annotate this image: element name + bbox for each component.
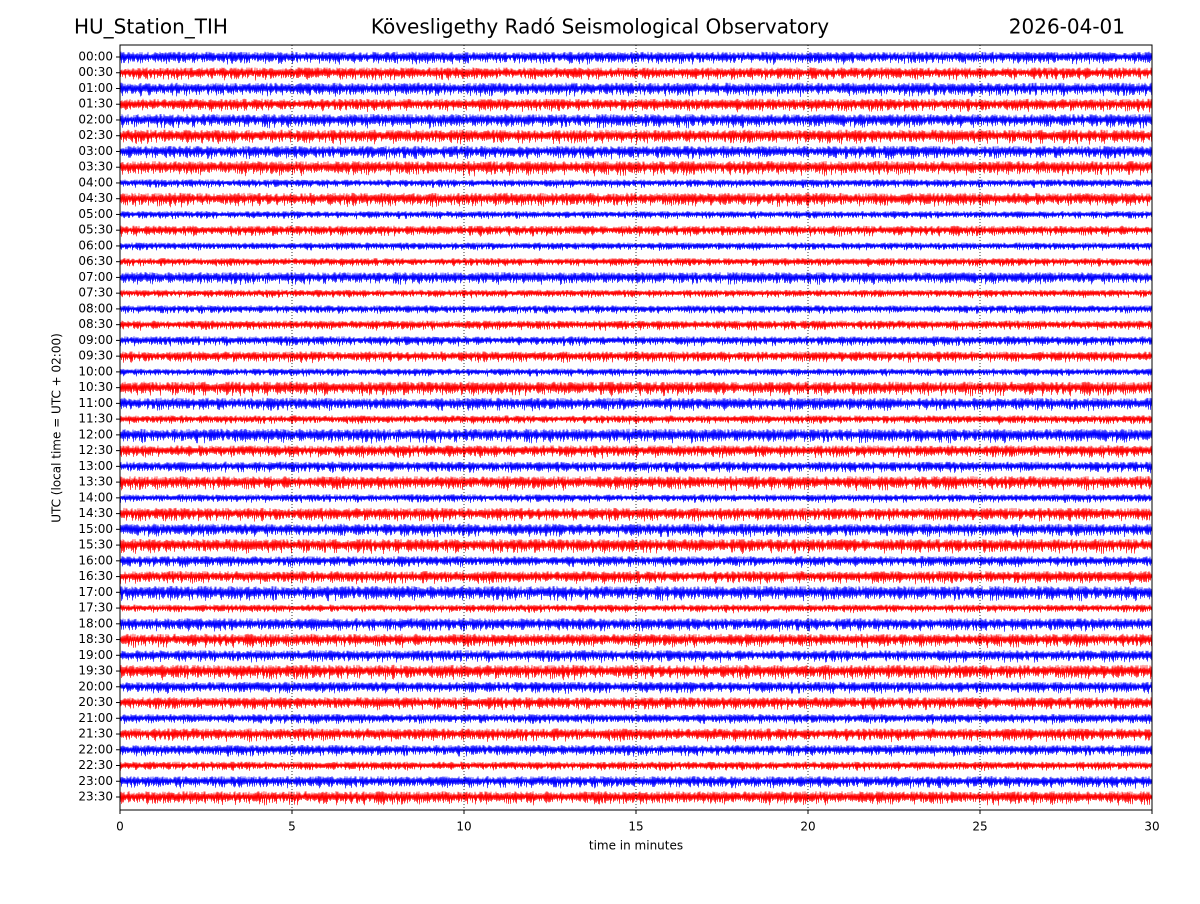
y-tick-label: 20:00 <box>78 679 113 693</box>
y-tick-label: 09:00 <box>78 333 113 347</box>
x-tick-label: 15 <box>628 820 643 834</box>
y-tick-label: 21:00 <box>78 711 113 725</box>
y-tick-label: 19:30 <box>78 664 113 678</box>
y-tick-label: 18:00 <box>78 616 113 630</box>
trace <box>120 697 1152 711</box>
y-tick-label: 02:30 <box>78 128 113 142</box>
y-tick-label: 20:30 <box>78 695 113 709</box>
y-tick-label: 00:30 <box>78 65 113 79</box>
trace <box>120 67 1152 81</box>
x-tick-label: 30 <box>1144 820 1159 834</box>
x-tick-label: 5 <box>288 820 296 834</box>
y-tick-label: 21:30 <box>78 727 113 741</box>
y-tick-label: 12:00 <box>78 427 113 441</box>
y-tick-label: 23:00 <box>78 774 113 788</box>
y-tick-label: 04:00 <box>78 175 113 189</box>
y-tick-label: 02:00 <box>78 112 113 126</box>
trace <box>120 320 1152 331</box>
y-tick-label: 03:00 <box>78 144 113 158</box>
y-axis-label: UTC (local time = UTC + 02:00) <box>50 333 64 523</box>
trace <box>120 145 1152 160</box>
y-tick-label: 08:30 <box>78 317 113 331</box>
y-tick-label: 17:00 <box>78 585 113 599</box>
y-tick-label: 10:30 <box>78 380 113 394</box>
y-tick-label: 05:30 <box>78 223 113 237</box>
y-tick-label: 03:30 <box>78 160 113 174</box>
y-tick-label: 06:00 <box>78 238 113 252</box>
trace <box>120 211 1152 220</box>
y-tick-label: 16:00 <box>78 553 113 567</box>
y-tick-label: 22:00 <box>78 742 113 756</box>
x-tick-label: 10 <box>456 820 471 834</box>
y-tick-label: 09:30 <box>78 349 113 363</box>
trace <box>120 664 1152 681</box>
y-tick-label: 17:30 <box>78 601 113 615</box>
chart-title: Kövesligethy Radó Seismological Observat… <box>371 15 829 39</box>
station-label: HU_Station_TIH <box>74 15 228 39</box>
trace <box>120 445 1152 459</box>
y-tick-label: 14:00 <box>78 490 113 504</box>
x-axis-label: time in minutes <box>589 839 683 853</box>
y-tick-label: 11:30 <box>78 412 113 426</box>
trace <box>120 381 1152 397</box>
trace <box>120 98 1152 113</box>
date-label: 2026-04-01 <box>1009 15 1125 39</box>
y-tick-label: 16:30 <box>78 569 113 583</box>
y-tick-label: 06:30 <box>78 254 113 268</box>
y-tick-label: 01:00 <box>78 81 113 95</box>
y-tick-label: 12:30 <box>78 443 113 457</box>
x-tick-label: 25 <box>972 820 987 834</box>
y-tick-label: 01:30 <box>78 97 113 111</box>
trace <box>120 728 1152 743</box>
y-tick-label: 15:30 <box>78 538 113 552</box>
y-tick-label: 18:30 <box>78 632 113 646</box>
y-tick-label: 22:30 <box>78 758 113 772</box>
y-tick-label: 19:00 <box>78 648 113 662</box>
y-tick-label: 15:00 <box>78 522 113 536</box>
x-tick-label: 20 <box>800 820 815 834</box>
y-tick-label: 13:00 <box>78 459 113 473</box>
y-tick-label: 07:00 <box>78 270 113 284</box>
y-tick-label: 04:30 <box>78 191 113 205</box>
y-tick-label: 13:30 <box>78 475 113 489</box>
trace <box>120 272 1152 286</box>
y-tick-label: 11:00 <box>78 396 113 410</box>
y-tick-label: 08:00 <box>78 301 113 315</box>
y-tick-label: 05:00 <box>78 207 113 221</box>
x-tick-label: 0 <box>116 820 124 834</box>
trace <box>120 397 1152 412</box>
y-tick-label: 07:30 <box>78 286 113 300</box>
trace <box>120 507 1152 523</box>
y-tick-label: 00:00 <box>78 50 113 64</box>
trace <box>120 556 1152 568</box>
y-tick-label: 14:30 <box>78 506 113 520</box>
y-tick-label: 23:30 <box>78 790 113 804</box>
y-tick-label: 10:00 <box>78 364 113 378</box>
